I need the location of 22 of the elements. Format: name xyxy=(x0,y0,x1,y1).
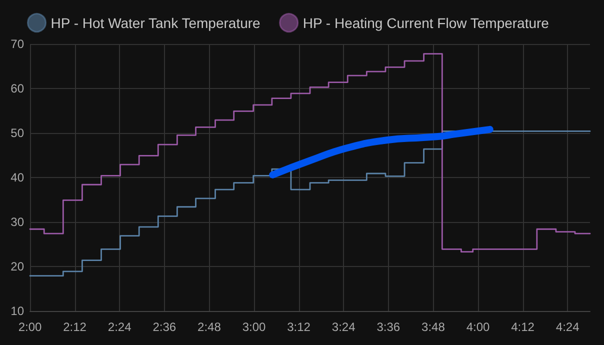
x-tick-label: 3:00 xyxy=(242,320,266,334)
x-tick-label: 3:48 xyxy=(422,320,446,334)
y-tick-label: 70 xyxy=(10,37,24,51)
x-tick-label: 2:36 xyxy=(152,320,176,334)
legend-label: HP - Heating Current Flow Temperature xyxy=(302,14,550,31)
x-tick-label: 3:36 xyxy=(376,320,400,334)
y-tick-label: 50 xyxy=(10,126,24,140)
x-tick-label: 3:24 xyxy=(332,320,356,334)
y-tick-label: 10 xyxy=(10,304,24,318)
x-tick-label: 2:12 xyxy=(63,320,87,334)
x-tick-label: 2:00 xyxy=(18,320,42,334)
x-tick-label: 4:00 xyxy=(466,320,490,334)
x-tick-label: 2:48 xyxy=(198,320,222,334)
x-tick-label: 3:12 xyxy=(287,320,311,334)
y-tick-label: 20 xyxy=(10,260,24,274)
y-tick-label: 30 xyxy=(10,215,24,229)
x-tick-label: 2:24 xyxy=(108,320,132,334)
y-tick-label: 60 xyxy=(10,82,24,96)
legend-label: HP - Hot Water Tank Temperature xyxy=(50,14,261,31)
x-tick-label: 4:12 xyxy=(511,320,535,334)
x-tick-label: 4:24 xyxy=(556,320,580,334)
y-tick-label: 40 xyxy=(10,170,24,184)
